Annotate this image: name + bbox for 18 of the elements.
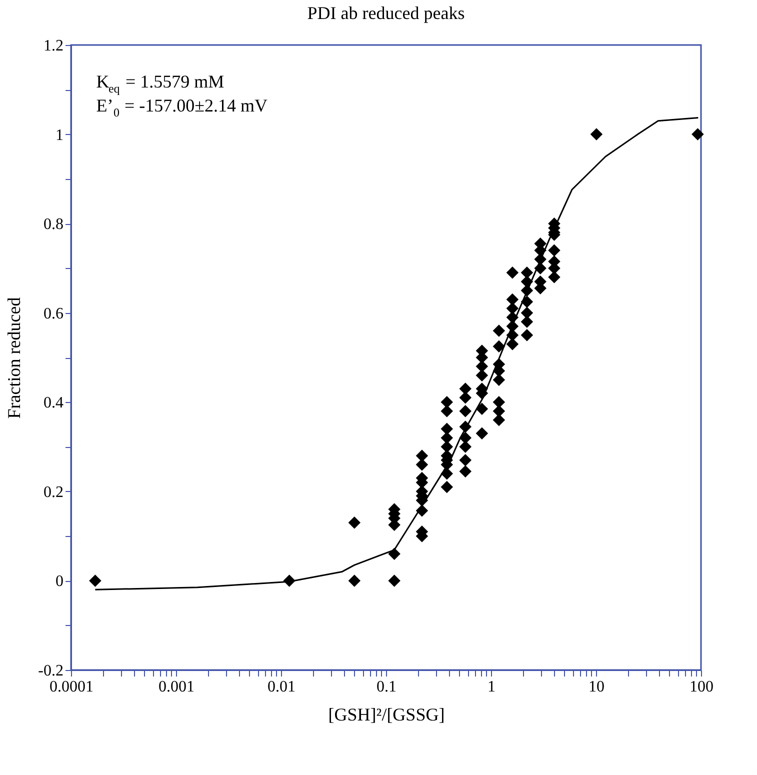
x-tick-label: 0.0001 — [50, 678, 94, 696]
x-tick-label: 10 — [588, 678, 604, 696]
y-tick-label: 0.6 — [44, 305, 64, 322]
x-tick-label: 1 — [488, 678, 496, 696]
y-axis-title: Fraction reduced — [4, 297, 24, 419]
y-tick-label: -0.2 — [38, 662, 64, 680]
x-tick-label: 0.1 — [376, 678, 396, 696]
x-tick-label: 0.01 — [268, 678, 296, 696]
y-tick-label: 0.8 — [44, 216, 64, 234]
y-tick-label: 1.2 — [44, 38, 64, 54]
y-tick-label: 0 — [56, 573, 64, 590]
x-tick-label: 100 — [690, 678, 714, 696]
chart-title: PDI ab reduced peaks — [307, 3, 465, 23]
x-tick-label: 0.001 — [158, 678, 194, 696]
x-axis-title: [GSH]²/[GSSG] — [328, 704, 445, 724]
y-tick-label: 1 — [56, 126, 64, 144]
y-tick-label: 0.4 — [44, 394, 64, 412]
y-tick-label: 0.2 — [44, 484, 64, 501]
